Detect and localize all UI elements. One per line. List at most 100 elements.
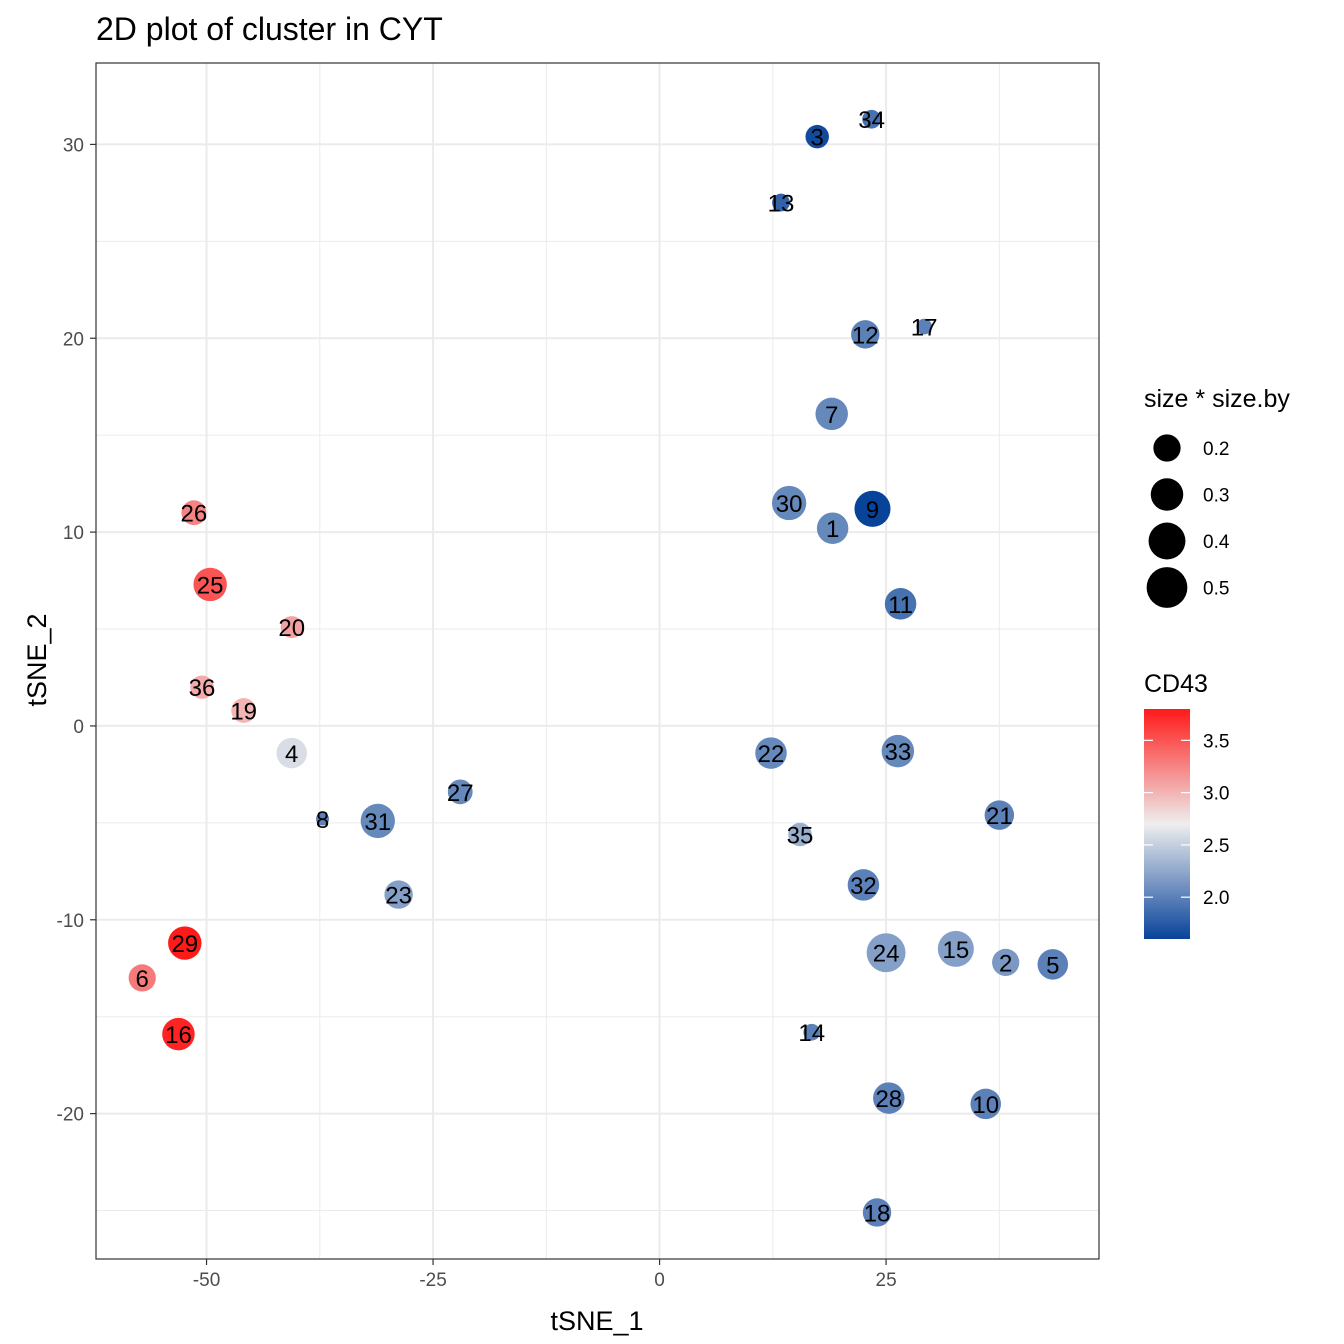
point-cluster-19 (231, 698, 257, 723)
point-label-2: 2 (999, 950, 1012, 977)
point-label-32: 32 (850, 873, 877, 900)
point-label-25: 25 (197, 572, 224, 599)
point-label-33: 33 (885, 739, 912, 766)
y-axis: -20 -10 0 10 20 30 (57, 135, 96, 1126)
size-legend-key (1153, 434, 1181, 462)
point-label-21: 21 (986, 803, 1013, 830)
colorbar-tick-label: 2.0 (1203, 888, 1229, 909)
point-cluster-17 (916, 318, 932, 335)
point-cluster-20 (280, 616, 303, 639)
point-label-15: 15 (942, 937, 969, 964)
point-cluster-15 (937, 930, 974, 967)
point-label-5: 5 (1046, 952, 1059, 979)
point-label-20: 20 (278, 615, 305, 642)
point-cluster-27 (447, 779, 473, 805)
point-cluster-32 (847, 869, 880, 901)
point-label-10: 10 (972, 1092, 999, 1119)
point-cluster-12 (851, 320, 880, 349)
size-legend-key (1148, 522, 1186, 560)
point-label-29: 29 (171, 931, 198, 958)
size-legend: size * size.by 0.2 0.3 0.4 0.5 (1144, 385, 1290, 608)
point-cluster-33 (881, 734, 915, 768)
colorbar-tick-label: 2.5 (1203, 836, 1229, 857)
point-cluster-7 (815, 397, 848, 431)
point-label-30: 30 (776, 491, 803, 518)
point-cluster-14 (803, 1023, 821, 1041)
point-label-31: 31 (364, 809, 391, 836)
size-legend-label: 0.2 (1203, 439, 1229, 460)
point-cluster-30 (771, 485, 807, 521)
point-cluster-10 (970, 1088, 1002, 1120)
point-label-16: 16 (165, 1022, 192, 1049)
point-cluster-29 (168, 926, 202, 960)
point-label-9: 9 (866, 497, 879, 524)
point-cluster-5 (1037, 949, 1069, 980)
grid-major (96, 63, 1099, 1259)
color-legend: CD43 2.0 2.5 3.0 3.5 (1144, 670, 1229, 939)
data-points (128, 109, 1069, 1227)
point-label-23: 23 (385, 883, 412, 910)
colorbar (1144, 709, 1190, 939)
point-cluster-21 (984, 800, 1015, 830)
point-cluster-28 (873, 1082, 905, 1114)
point-cluster-35 (788, 822, 812, 847)
x-tick-label: -50 (193, 1270, 220, 1291)
grid-minor (96, 63, 1099, 1259)
y-tick-label: 30 (63, 135, 84, 156)
x-axis: -50 -25 0 25 (193, 1259, 897, 1291)
y-tick-label: 0 (73, 717, 84, 738)
point-label-1: 1 (826, 516, 839, 543)
point-label-17: 17 (911, 315, 938, 342)
point-cluster-36 (190, 675, 214, 699)
point-cluster-24 (866, 933, 906, 973)
point-label-18: 18 (864, 1200, 891, 1227)
point-labels: 1234567891011121314151617181920212223242… (136, 107, 1060, 1227)
x-tick-label: 0 (654, 1270, 665, 1291)
y-tick-label: -20 (57, 1105, 84, 1126)
point-cluster-13 (772, 193, 790, 212)
point-cluster-23 (384, 880, 413, 909)
point-label-8: 8 (316, 807, 329, 834)
point-cluster-31 (360, 803, 395, 839)
y-axis-title: tSNE_2 (22, 613, 52, 706)
y-tick-label: 10 (63, 523, 84, 544)
size-legend-key (1146, 567, 1188, 608)
y-tick-label: -10 (57, 911, 84, 932)
point-label-27: 27 (447, 780, 474, 807)
point-cluster-3 (805, 124, 829, 149)
point-label-28: 28 (875, 1086, 902, 1113)
point-label-22: 22 (758, 741, 785, 768)
point-label-3: 3 (811, 125, 824, 152)
point-label-14: 14 (798, 1020, 825, 1047)
point-cluster-8 (316, 812, 330, 826)
colorbar-tick-label: 3.0 (1203, 784, 1229, 805)
point-label-7: 7 (825, 402, 838, 429)
point-label-34: 34 (858, 107, 885, 134)
point-cluster-26 (181, 500, 207, 526)
point-cluster-2 (992, 948, 1020, 977)
point-label-4: 4 (285, 741, 298, 768)
point-label-36: 36 (189, 675, 216, 702)
size-legend-title: size * size.by (1144, 385, 1290, 413)
panel-border (95, 62, 1100, 1260)
point-cluster-16 (162, 1017, 195, 1051)
point-label-13: 13 (768, 191, 795, 218)
size-legend-label: 0.5 (1203, 579, 1229, 600)
point-cluster-25 (193, 567, 227, 602)
point-label-26: 26 (181, 501, 208, 528)
point-cluster-11 (884, 588, 917, 620)
chart-title: 2D plot of cluster in CYT (96, 11, 443, 47)
point-label-6: 6 (136, 966, 149, 993)
point-label-19: 19 (230, 698, 257, 725)
point-cluster-1 (816, 512, 849, 544)
x-axis-title: tSNE_1 (550, 1306, 643, 1336)
point-label-12: 12 (852, 322, 879, 349)
point-label-24: 24 (873, 941, 900, 968)
color-legend-title: CD43 (1144, 670, 1208, 698)
point-label-11: 11 (888, 592, 913, 619)
point-cluster-34 (862, 109, 881, 129)
size-legend-key (1150, 478, 1184, 511)
x-tick-label: 25 (876, 1270, 897, 1291)
point-cluster-6 (128, 964, 156, 992)
